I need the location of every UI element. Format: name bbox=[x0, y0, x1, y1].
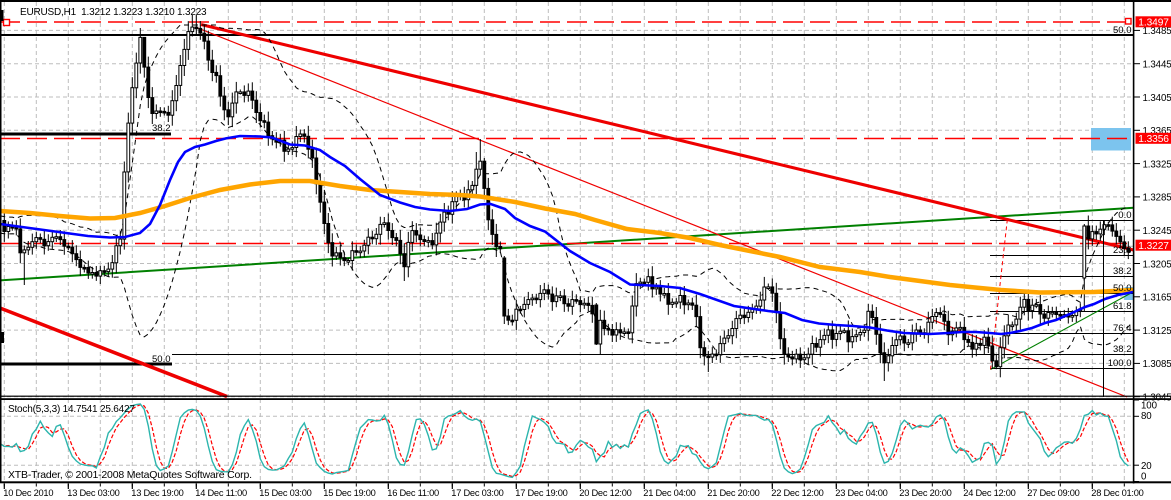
svg-text:38.2: 38.2 bbox=[1113, 344, 1132, 355]
svg-text:24 Dec 12:00: 24 Dec 12:00 bbox=[963, 488, 1015, 498]
svg-text:1.3205: 1.3205 bbox=[1143, 259, 1171, 270]
svg-text:50.0: 50.0 bbox=[1113, 25, 1132, 36]
svg-text:1.3405: 1.3405 bbox=[1143, 93, 1171, 104]
svg-text:100.0: 100.0 bbox=[1108, 358, 1132, 369]
svg-text:38.2: 38.2 bbox=[1113, 266, 1132, 277]
svg-text:1.3325: 1.3325 bbox=[1143, 159, 1171, 170]
svg-text:100: 100 bbox=[1141, 401, 1158, 412]
svg-text:38.2: 38.2 bbox=[152, 123, 171, 134]
svg-text:17 Dec 03:00: 17 Dec 03:00 bbox=[451, 488, 503, 498]
svg-text:17 Dec 19:00: 17 Dec 19:00 bbox=[515, 488, 567, 498]
svg-text:1.3045: 1.3045 bbox=[1143, 393, 1171, 404]
svg-text:22 Dec 12:00: 22 Dec 12:00 bbox=[771, 488, 823, 498]
svg-text:15 Dec 03:00: 15 Dec 03:00 bbox=[259, 488, 311, 498]
svg-text:1.3356: 1.3356 bbox=[1138, 134, 1169, 145]
svg-text:23 Dec 04:00: 23 Dec 04:00 bbox=[835, 488, 887, 498]
svg-text:20 Dec 12:00: 20 Dec 12:00 bbox=[579, 488, 631, 498]
svg-text:10 Dec 2010: 10 Dec 2010 bbox=[3, 488, 53, 498]
svg-text:21 Dec 20:00: 21 Dec 20:00 bbox=[707, 488, 759, 498]
svg-text:13 Dec 03:00: 13 Dec 03:00 bbox=[67, 488, 119, 498]
svg-text:XTB-Trader, © 2001-2008 MetaQu: XTB-Trader, © 2001-2008 MetaQuotes Softw… bbox=[8, 469, 252, 481]
svg-text:1.3485: 1.3485 bbox=[1143, 26, 1171, 37]
svg-text:EURUSD,H1 1.3212 1.3223 1.321: EURUSD,H1 1.3212 1.3223 1.3210 1.3223 bbox=[20, 7, 207, 18]
svg-text:1.3445: 1.3445 bbox=[1143, 60, 1171, 71]
svg-text:21 Dec 04:00: 21 Dec 04:00 bbox=[643, 488, 695, 498]
svg-text:76.4: 76.4 bbox=[1113, 323, 1132, 334]
svg-text:1.3497: 1.3497 bbox=[1138, 18, 1169, 29]
svg-text:13 Dec 19:00: 13 Dec 19:00 bbox=[131, 488, 183, 498]
svg-text:15 Dec 19:00: 15 Dec 19:00 bbox=[323, 488, 375, 498]
svg-text:1.3165: 1.3165 bbox=[1143, 293, 1171, 304]
svg-text:14 Dec 11:00: 14 Dec 11:00 bbox=[195, 488, 247, 498]
svg-text:0: 0 bbox=[1141, 471, 1147, 482]
svg-text:50.0: 50.0 bbox=[1113, 283, 1132, 294]
svg-text:20: 20 bbox=[1141, 461, 1152, 472]
svg-text:1.3365: 1.3365 bbox=[1143, 126, 1171, 137]
svg-text:80: 80 bbox=[1141, 411, 1152, 422]
svg-text:23 Dec 20:00: 23 Dec 20:00 bbox=[899, 488, 951, 498]
svg-text:1.3227: 1.3227 bbox=[1138, 241, 1169, 252]
svg-text:0.0: 0.0 bbox=[1118, 210, 1131, 221]
svg-text:1.3125: 1.3125 bbox=[1143, 326, 1171, 337]
svg-text:61.8: 61.8 bbox=[1113, 301, 1132, 312]
svg-text:50.0: 50.0 bbox=[152, 354, 171, 365]
svg-text:23.6: 23.6 bbox=[1113, 245, 1132, 256]
svg-text:Stoch(5,3,3) 14.7541 25.6427: Stoch(5,3,3) 14.7541 25.6427 bbox=[8, 404, 135, 415]
svg-text:28 Dec 01:00: 28 Dec 01:00 bbox=[1091, 488, 1143, 498]
svg-text:16 Dec 11:00: 16 Dec 11:00 bbox=[387, 488, 439, 498]
svg-text:1.3245: 1.3245 bbox=[1143, 226, 1171, 237]
svg-text:1.3285: 1.3285 bbox=[1143, 193, 1171, 204]
svg-text:1.3085: 1.3085 bbox=[1143, 359, 1171, 370]
svg-text:27 Dec 09:00: 27 Dec 09:00 bbox=[1027, 488, 1079, 498]
